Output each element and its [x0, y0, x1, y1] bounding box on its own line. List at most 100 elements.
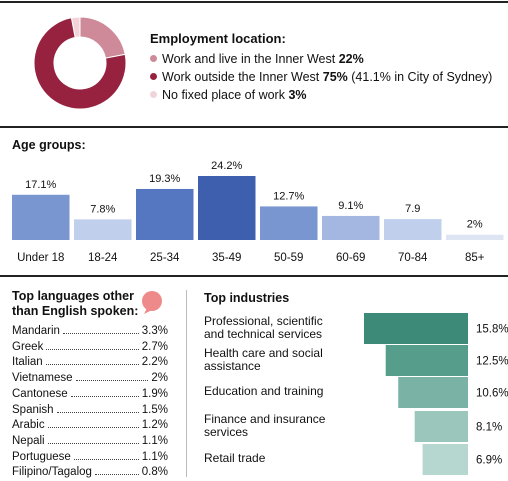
- dot-leader: [47, 427, 139, 429]
- dot-leader: [62, 333, 139, 334]
- industry-bar: [364, 313, 468, 344]
- language-value: 1.1%: [141, 450, 168, 463]
- dot-leader: [46, 348, 139, 350]
- legend-value: 3%: [288, 88, 307, 102]
- language-value: 1.5%: [141, 403, 168, 416]
- industry-bar: [398, 377, 468, 408]
- age-value-label: 7.8%: [90, 203, 115, 215]
- top-rule: [0, 1, 508, 3]
- dot-leader: [70, 395, 139, 397]
- age-category-label: 25-34: [150, 252, 180, 264]
- language-row: Portuguese 1.1%: [12, 451, 168, 466]
- industry-label-line2: services: [204, 424, 249, 439]
- language-row: Greek 2.7%: [12, 341, 168, 356]
- age-value-label: 2%: [467, 219, 483, 231]
- industries-title: Top industries: [204, 291, 290, 305]
- age-bar: [136, 188, 194, 240]
- dot-leader: [56, 411, 139, 413]
- age-bar-chart: 17.1% Under 18 7.8% 18-24 19.3% 25-34 24.2% 35-…: [12, 160, 504, 264]
- language-name: Greek: [12, 340, 44, 353]
- language-name: Cantonese: [12, 387, 68, 400]
- legend-dot: [150, 55, 157, 62]
- legend-label: Work outside the Inner West: [162, 70, 320, 84]
- industry-label-line1: Finance and insurance: [204, 411, 326, 426]
- industry-value-label: 12.5%: [476, 356, 508, 368]
- age-bar: [260, 206, 318, 240]
- language-name: Mandarin: [12, 325, 60, 337]
- section-rule-2: [0, 275, 508, 277]
- language-name: Filipino/Tagalog: [12, 466, 92, 479]
- age-category-label: Under 18: [17, 252, 64, 264]
- age-bar: [384, 219, 442, 240]
- donut-slice: [79, 16, 126, 59]
- age-groups-title: Age groups:: [12, 138, 86, 152]
- language-name: Vietnamese: [12, 372, 73, 385]
- age-category-label: 18-24: [88, 252, 118, 264]
- language-row: Cantonese 1.9%: [12, 388, 168, 403]
- language-row: Spanish 1.5%: [12, 404, 168, 419]
- section-rule-1: [0, 126, 508, 128]
- donut-slice: [33, 17, 127, 110]
- dot-leader: [45, 364, 139, 366]
- legend-item-no-fixed: No fixed place of work 3%: [150, 88, 307, 102]
- language-row: Nepali 1.1%: [12, 435, 168, 450]
- language-value: 2%: [151, 372, 168, 385]
- employment-title: Employment location:: [150, 31, 286, 46]
- language-name: Portuguese: [12, 450, 71, 463]
- language-row: Filipino/Tagalog 0.8%: [12, 466, 168, 481]
- industry-bar: [414, 411, 468, 442]
- language-row: Mandarin 3.3%: [12, 325, 168, 340]
- industry-label-line1: Professional, scientific: [204, 313, 323, 328]
- language-value: 2.7%: [141, 340, 168, 353]
- age-value-label: 17.1%: [25, 179, 56, 191]
- language-value: 3.3%: [141, 325, 168, 337]
- language-row: Italian 2.2%: [12, 356, 168, 371]
- industry-bar: [422, 444, 468, 475]
- age-category-label: 50-59: [274, 252, 303, 264]
- industry-bar: [385, 345, 468, 376]
- language-value: 1.1%: [141, 434, 168, 447]
- industry-label: Retail trade: [204, 452, 364, 465]
- age-value-label: 24.2%: [211, 160, 242, 172]
- legend-label: No fixed place of work: [162, 88, 285, 102]
- languages-title-line1: Top languages other: [12, 289, 134, 303]
- language-value: 0.8%: [141, 466, 168, 479]
- age-value-label: 9.1%: [338, 200, 363, 212]
- languages-title-line2: than English spoken:: [12, 304, 139, 318]
- industry-label-line1: Health care and social: [204, 345, 323, 360]
- language-value: 1.2%: [141, 419, 168, 432]
- language-row: Vietnamese 2%: [12, 372, 168, 387]
- industry-label-line2: and technical services: [204, 326, 323, 341]
- industry-label: Finance and insurance services: [204, 411, 364, 439]
- legend-label: Work and live in the Inner West: [162, 52, 336, 66]
- age-value-label: 7.9: [405, 203, 420, 215]
- legend-item-outside: Work outside the Inner West 75% (41.1% i…: [150, 70, 492, 84]
- legend-item-inner-west: Work and live in the Inner West 22%: [150, 52, 364, 66]
- language-value: 2.2%: [141, 356, 168, 369]
- language-name: Spanish: [12, 403, 54, 416]
- column-divider: [186, 290, 187, 477]
- dot-leader: [47, 442, 139, 444]
- legend-value: 75%: [322, 70, 348, 84]
- industry-value-label: 10.6%: [476, 388, 508, 400]
- industry-label: Education and training: [204, 385, 364, 398]
- age-bar: [74, 219, 132, 240]
- dot-leader: [73, 458, 139, 460]
- industry-value-label: 8.1%: [476, 422, 502, 434]
- legend-dot: [150, 73, 157, 80]
- industry-label-line1: Retail trade: [204, 451, 266, 465]
- language-value: 1.9%: [141, 387, 168, 400]
- legend-extra: (41.1% in City of Sydney): [351, 70, 493, 84]
- age-bar: [322, 215, 380, 240]
- age-category-label: 60-69: [336, 252, 365, 264]
- age-category-label: 85+: [465, 252, 485, 264]
- age-category-label: 35-49: [212, 252, 241, 264]
- age-category-label: 70-84: [398, 252, 428, 264]
- legend-dot: [150, 91, 157, 98]
- age-bar: [198, 176, 256, 240]
- employment-donut-chart: [33, 16, 127, 110]
- speech-bubble-icon: [142, 291, 162, 314]
- age-bar: [446, 234, 504, 240]
- industry-label-line1: Education and training: [204, 384, 324, 398]
- languages-title: Top languages other than English spoken:: [12, 289, 138, 319]
